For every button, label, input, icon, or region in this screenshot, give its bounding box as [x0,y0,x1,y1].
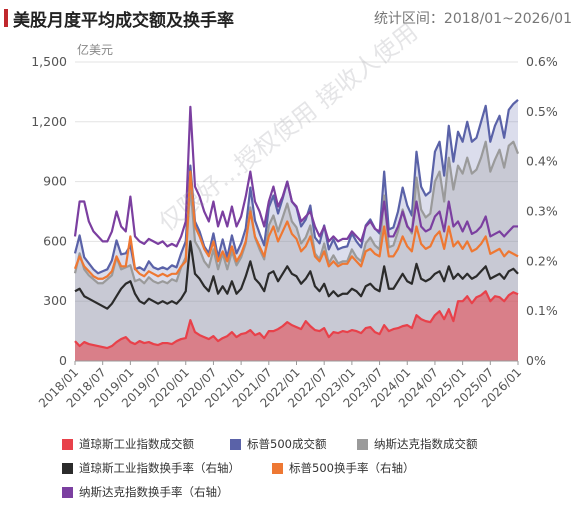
legend-swatch [357,438,368,450]
legend-label: 标普500成交额 [247,437,327,451]
y-right-tick-label: 0.1% [526,303,558,318]
legend-item-dow-amount: 道琼斯工业指数成交额 [62,436,194,452]
legend-label: 纳斯达克指数换手率（右轴） [79,485,229,499]
y-left-tick-label: 0 [59,353,67,368]
legend-item-sp500-turnover: 标普500换手率（右轴） [272,460,414,476]
legend: 道琼斯工业指数成交额 标普500成交额 纳斯达克指数成交额 道琼斯工业指数换手率… [62,436,562,502]
legend-swatch [230,438,241,450]
y-left-unit-label: 亿美元 [77,42,113,57]
page-title: 美股月度平均成交额及换手率 [13,11,234,31]
chart-area: 0 300 600 900 1,200 1,500 0% 0.1% 0.2% 0.3% 0.4% 0.… [31,42,558,410]
legend-item-sp500-amount: 标普500成交额 [230,436,326,452]
y-right-tick-label: 0% [526,353,546,368]
series-turnover-line [73,105,518,248]
y-left-tick-label: 300 [43,293,67,308]
y-right-tick-label: 0.2% [526,253,558,268]
legend-swatch [62,486,73,498]
legend-item-dow-turnover: 道琼斯工业指数换手率（右轴） [62,460,240,476]
series-area-line [74,290,519,350]
y-right-tick-label: 0.5% [526,104,558,119]
series-turnover-line [73,170,519,280]
series-area-fill [75,291,518,361]
legend-swatch [62,438,73,450]
legend-swatch [62,462,73,474]
legend-label: 道琼斯工业指数换手率（右轴） [79,461,240,475]
header: 美股月度平均成交额及换手率 统计区间：2018/01~2026/01 [0,0,580,34]
y-left-tick-label: 900 [43,174,67,189]
y-left-tick-label: 1,500 [31,54,67,69]
y-left-tick-label: 1,200 [31,114,67,129]
title-accent-bar [4,9,8,27]
series-area-fill [75,141,518,361]
series-area-line [73,140,520,285]
legend-label: 道琼斯工业指数成交额 [79,437,194,451]
legend-label: 标普500换手率（右轴） [289,461,415,475]
legend-item-nasdaq-amount: 纳斯达克指数成交额 [357,436,478,452]
y-right-tick-label: 0.6% [526,54,558,69]
series-turnover-line [74,240,519,310]
legend-item-nasdaq-turnover: 纳斯达克指数换手率（右轴） [62,484,229,500]
y-left-tick-label: 600 [43,233,67,248]
legend-label: 纳斯达克指数成交额 [374,437,478,451]
y-right-tick-label: 0.4% [526,154,558,169]
y-right-tick-label: 0.3% [526,204,558,219]
legend-swatch [272,462,283,474]
page-subtitle: 统计区间：2018/01~2026/01 [373,11,572,27]
